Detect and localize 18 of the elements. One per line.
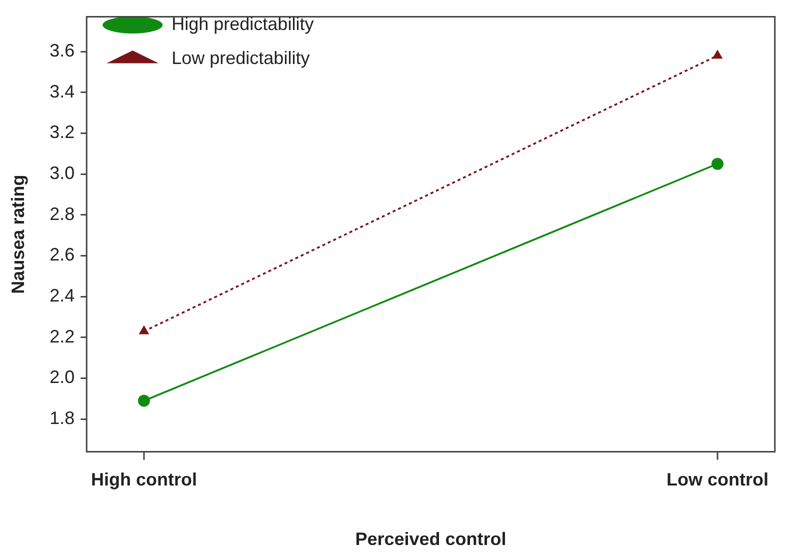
legend-label: High predictability: [172, 14, 314, 34]
y-tick-label: 3.4: [50, 81, 75, 102]
y-tick-label: 3.0: [50, 163, 75, 184]
legend-label: Low predictability: [172, 48, 310, 68]
y-tick-label: 2.6: [50, 244, 75, 265]
x-tick-label: Low control: [666, 470, 769, 490]
y-tick-label: 2.8: [50, 204, 75, 224]
y-tick-label: 2.4: [50, 286, 75, 306]
y-axis-title: Nausea rating: [8, 174, 28, 294]
x-axis-title: Perceived control: [355, 529, 506, 550]
y-tick-label: 2.0: [50, 367, 75, 388]
x-tick-label: High control: [90, 470, 197, 490]
point: [712, 158, 724, 170]
y-tick-label: 1.8: [50, 408, 75, 428]
y-tick-label: 3.6: [50, 40, 75, 60]
y-tick-label: 3.2: [50, 122, 75, 142]
point: [138, 394, 150, 407]
y-tick-label: 2.2: [50, 326, 75, 346]
